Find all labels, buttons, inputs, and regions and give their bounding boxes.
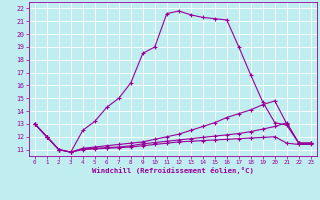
X-axis label: Windchill (Refroidissement éolien,°C): Windchill (Refroidissement éolien,°C) (92, 167, 254, 174)
